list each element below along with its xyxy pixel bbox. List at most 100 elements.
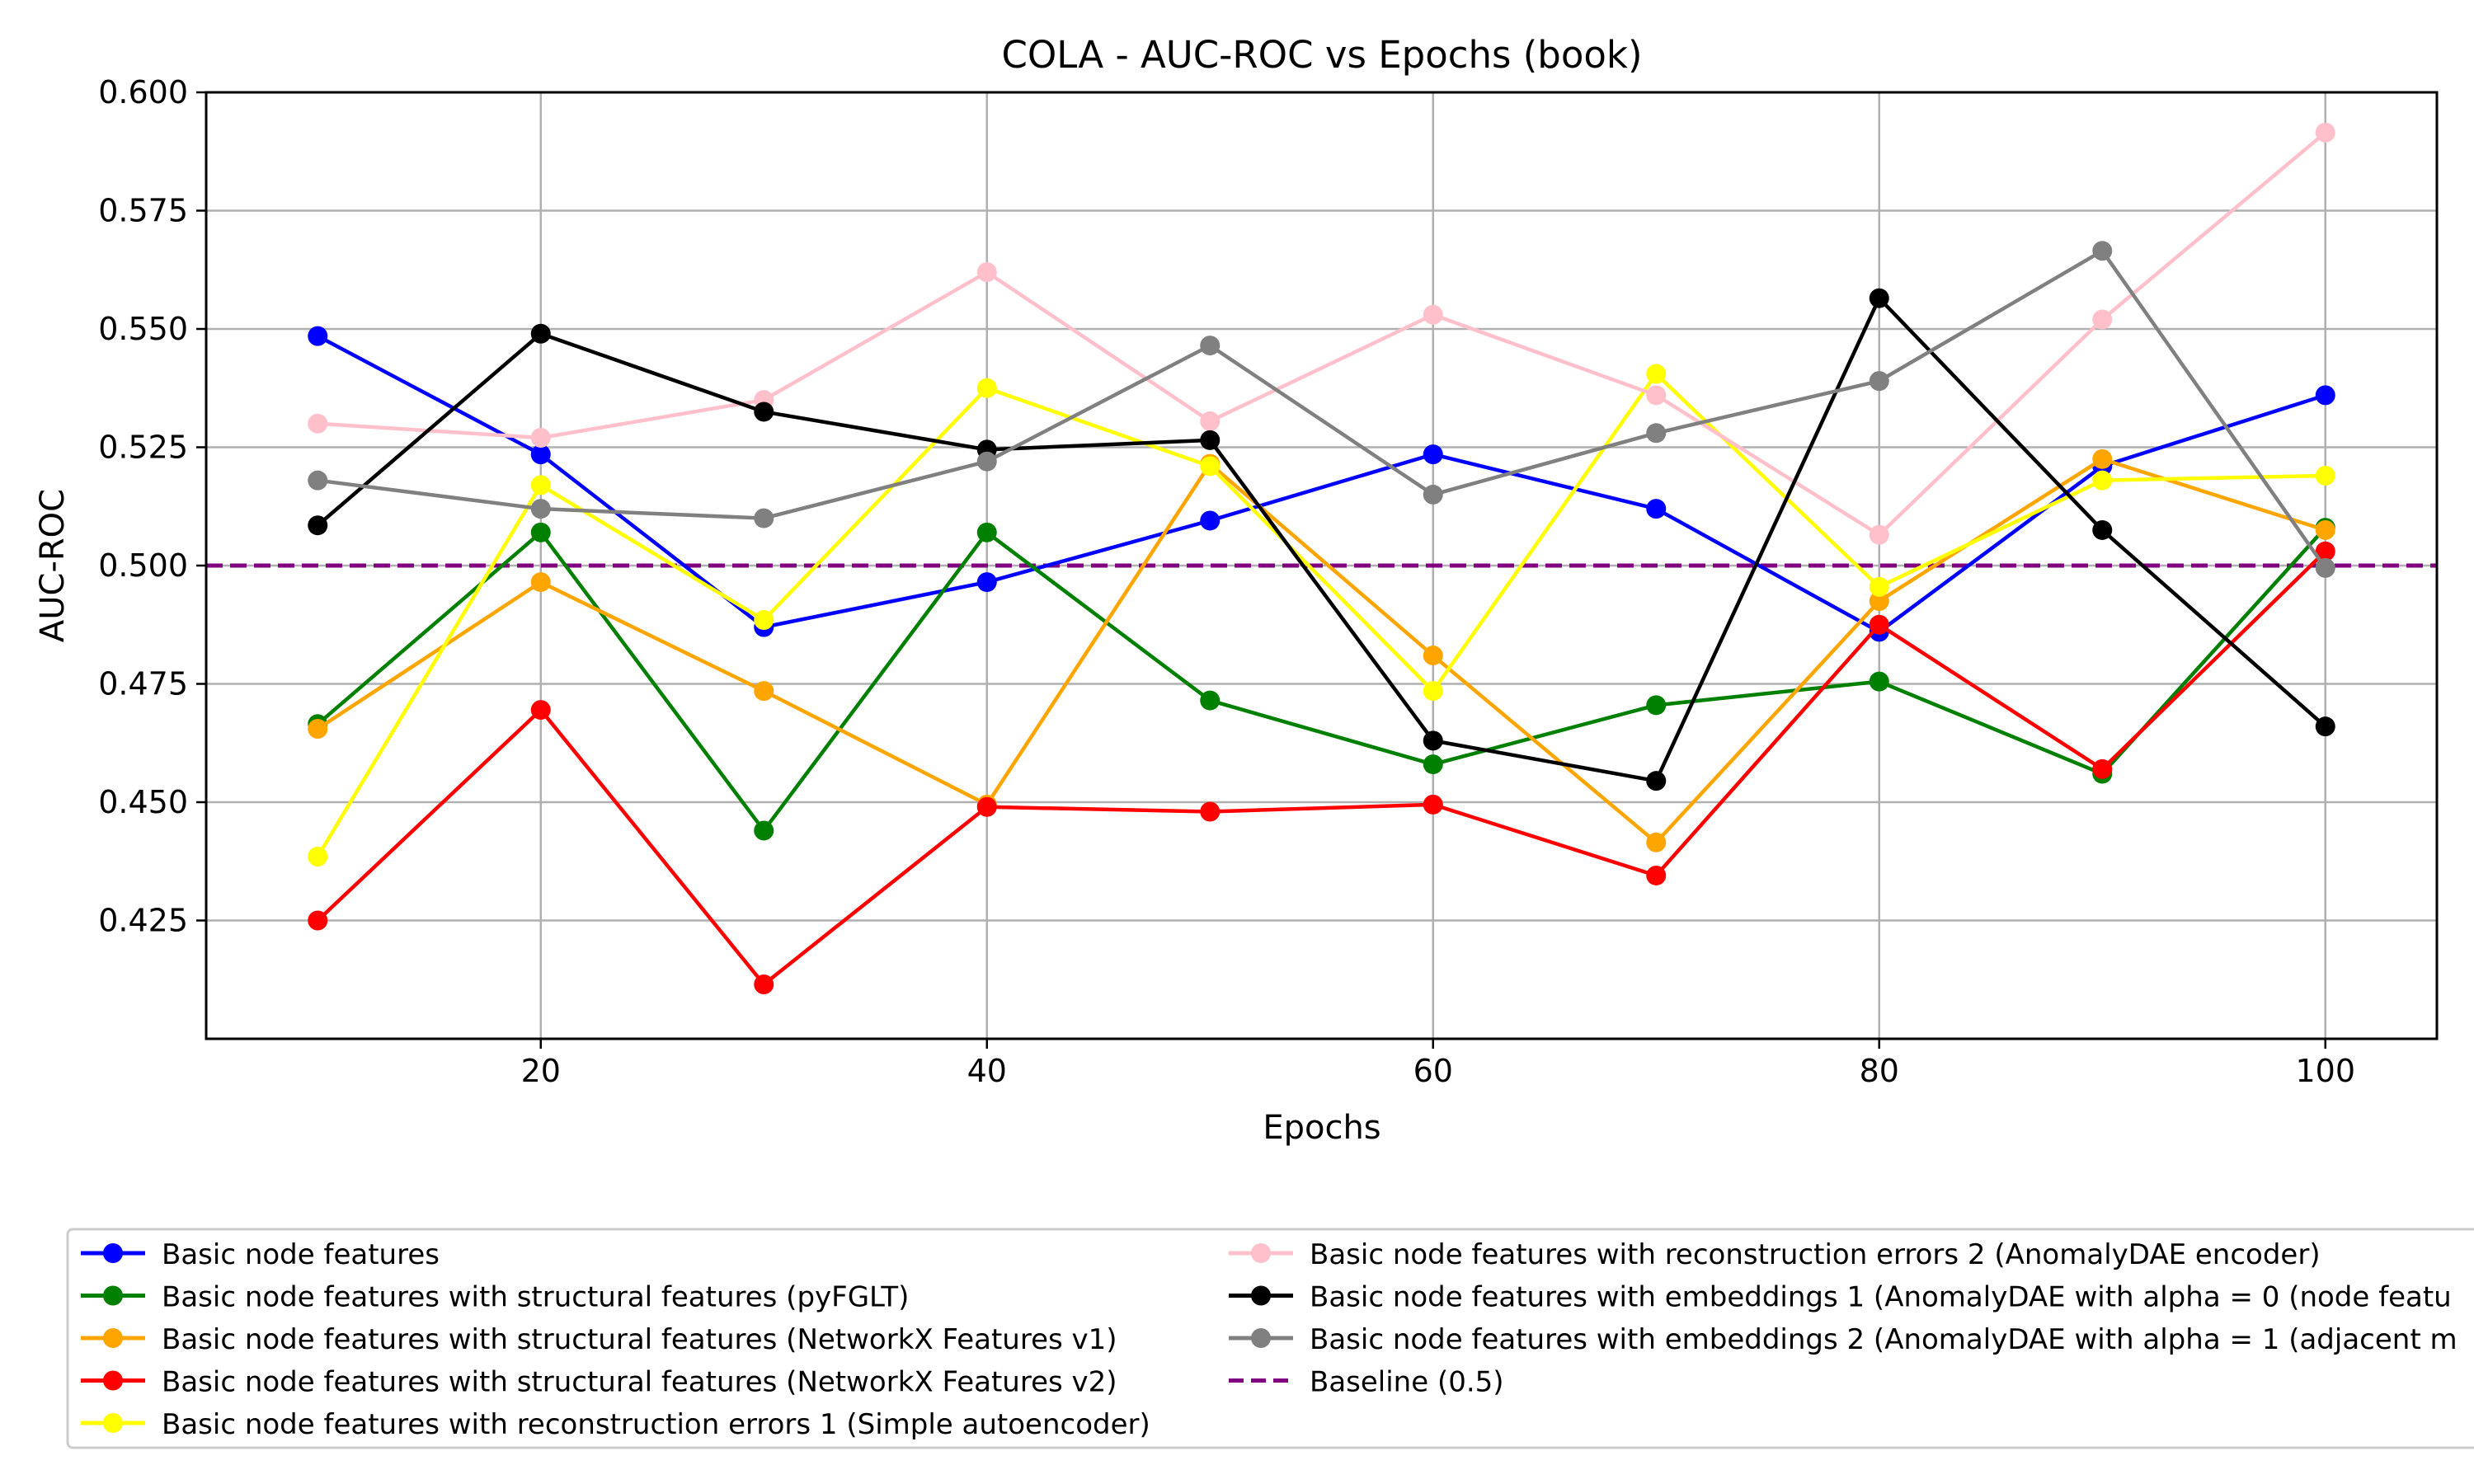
data-point xyxy=(1423,754,1443,775)
data-point xyxy=(2315,465,2335,486)
data-point xyxy=(1869,288,1889,308)
data-point xyxy=(2315,122,2335,143)
data-point xyxy=(1200,801,1221,822)
legend-label: Basic node features with structural feat… xyxy=(162,1323,1117,1356)
series-line xyxy=(317,457,2326,845)
data-point xyxy=(976,451,997,472)
data-point xyxy=(1200,456,1221,477)
chart-title: COLA - AUC-ROC vs Epochs (book) xyxy=(1001,33,1642,77)
x-tick-label: 60 xyxy=(1413,1053,1453,1089)
data-point xyxy=(1869,614,1889,635)
legend-item: Basic node features with embeddings 1 (A… xyxy=(1229,1281,2452,1314)
data-point xyxy=(1869,671,1889,692)
data-point xyxy=(1646,832,1667,852)
data-point xyxy=(1646,499,1667,519)
series-line xyxy=(316,526,2327,833)
series-line xyxy=(316,296,2327,783)
data-point xyxy=(2315,385,2335,406)
legend-item: Basic node features with structural feat… xyxy=(81,1323,1117,1356)
series-line xyxy=(317,131,2327,537)
y-tick-label: 0.525 xyxy=(98,430,188,466)
data-point xyxy=(2092,470,2113,491)
x-axis-label: Epochs xyxy=(1263,1109,1380,1147)
data-point xyxy=(1423,681,1443,702)
data-point xyxy=(530,700,551,721)
data-point xyxy=(1200,430,1221,450)
legend-swatch-marker xyxy=(1251,1328,1271,1348)
data-point xyxy=(2315,519,2335,540)
series-line xyxy=(317,249,2327,570)
y-tick-label: 0.450 xyxy=(98,784,188,820)
data-point xyxy=(2092,758,2113,779)
y-tick-label: 0.425 xyxy=(98,903,188,939)
data-point xyxy=(530,475,551,495)
data-point xyxy=(1646,865,1667,885)
y-tick-label: 0.500 xyxy=(98,547,188,584)
y-tick-label: 0.600 xyxy=(98,74,188,110)
data-point xyxy=(976,522,997,542)
data-point xyxy=(1646,364,1667,384)
data-point xyxy=(530,499,551,519)
legend-swatch-marker xyxy=(103,1328,123,1348)
data-point xyxy=(1646,385,1667,406)
data-point xyxy=(2315,557,2335,578)
series-layer xyxy=(308,122,2335,994)
legend-item: Basic node features xyxy=(81,1238,440,1271)
data-point xyxy=(1423,794,1443,815)
legend-swatch-marker xyxy=(103,1285,123,1306)
data-point xyxy=(2315,541,2335,561)
data-point xyxy=(754,820,774,841)
x-tick-label: 40 xyxy=(967,1053,1007,1089)
data-point xyxy=(976,796,997,817)
legend-label: Baseline (0.5) xyxy=(1310,1366,1504,1399)
data-point xyxy=(754,508,774,528)
legend-label: Basic node features with reconstruction … xyxy=(1310,1238,2321,1271)
legend-swatch-marker xyxy=(1251,1243,1271,1263)
series-line xyxy=(317,334,2326,634)
data-point xyxy=(754,402,774,422)
data-point xyxy=(976,262,997,283)
data-point xyxy=(308,719,328,740)
legend-swatch-marker xyxy=(103,1370,123,1391)
series-6 xyxy=(308,122,2335,545)
data-point xyxy=(1200,411,1221,431)
data-point xyxy=(2315,716,2335,737)
data-point xyxy=(976,572,997,593)
series-1 xyxy=(308,326,2335,642)
legend-item: Basic node features with embeddings 2 (A… xyxy=(1229,1323,2458,1356)
data-point xyxy=(2092,241,2113,261)
data-point xyxy=(308,847,328,867)
x-tick-label: 20 xyxy=(521,1053,561,1089)
data-point xyxy=(2092,309,2113,330)
data-point xyxy=(308,910,328,931)
data-point xyxy=(530,522,551,542)
legend-swatch-marker xyxy=(103,1243,123,1263)
series-line xyxy=(316,550,2327,987)
data-point xyxy=(754,974,774,994)
data-point xyxy=(1646,695,1667,716)
data-point xyxy=(1200,690,1221,711)
data-point xyxy=(308,413,328,434)
legend-label: Basic node features xyxy=(162,1238,440,1271)
legend-item: Basic node features with structural feat… xyxy=(81,1281,909,1314)
legend-label: Basic node features with reconstruction … xyxy=(162,1408,1150,1441)
series-4 xyxy=(308,541,2335,994)
data-point xyxy=(2092,448,2113,469)
data-point xyxy=(976,378,997,398)
series-8 xyxy=(308,241,2335,578)
data-point xyxy=(308,326,328,346)
legend: Basic node features Basic node features w… xyxy=(66,1228,2474,1449)
x-tick-label: 80 xyxy=(1860,1053,1899,1089)
x-tick-label: 100 xyxy=(2295,1053,2355,1089)
data-point xyxy=(308,515,328,536)
data-point xyxy=(1646,771,1667,791)
data-point xyxy=(1869,371,1889,392)
data-point xyxy=(1646,423,1667,444)
series-5 xyxy=(308,364,2335,867)
y-tick-label: 0.575 xyxy=(98,193,188,229)
data-point xyxy=(1423,484,1443,505)
series-line xyxy=(316,372,2326,858)
legend-label: Basic node features with embeddings 2 (A… xyxy=(1310,1323,2458,1356)
y-axis-label: AUC-ROC xyxy=(34,489,72,642)
